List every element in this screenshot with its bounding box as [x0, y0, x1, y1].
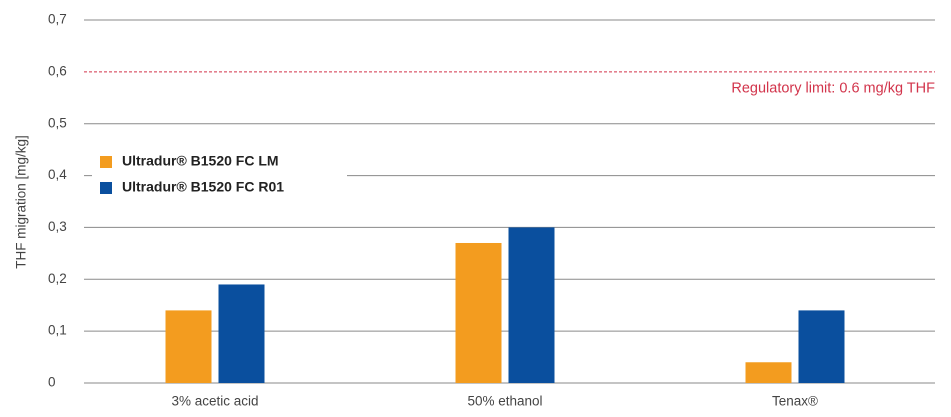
y-axis-label: THF migration [mg/kg] [14, 135, 29, 269]
bar [455, 242, 502, 383]
y-tick-label: 0,6 [48, 63, 67, 78]
legend-background [92, 148, 347, 204]
reference-label: Regulatory limit: 0.6 mg/kg THF [731, 81, 935, 97]
bar [218, 284, 265, 383]
x-tick-label: 3% acetic acid [171, 394, 258, 409]
x-tick-label: 50% ethanol [467, 394, 542, 409]
legend-swatch [100, 182, 112, 194]
y-tick-label: 0,2 [48, 271, 67, 286]
y-tick-label: 0,7 [48, 12, 67, 27]
bar [508, 227, 555, 383]
legend-swatch [100, 156, 112, 168]
y-tick-label: 0 [48, 375, 56, 390]
bar [165, 310, 212, 383]
x-tick-label: Tenax® [772, 394, 818, 409]
y-tick-label: 0,3 [48, 219, 67, 234]
y-tick-label: 0,4 [48, 167, 67, 182]
y-tick-label: 0,5 [48, 115, 67, 130]
bar [745, 362, 792, 383]
y-tick-label: 0,1 [48, 323, 67, 338]
legend-label: Ultradur® B1520 FC R01 [122, 179, 284, 195]
legend-label: Ultradur® B1520 FC LM [122, 153, 279, 169]
bar [798, 310, 845, 383]
